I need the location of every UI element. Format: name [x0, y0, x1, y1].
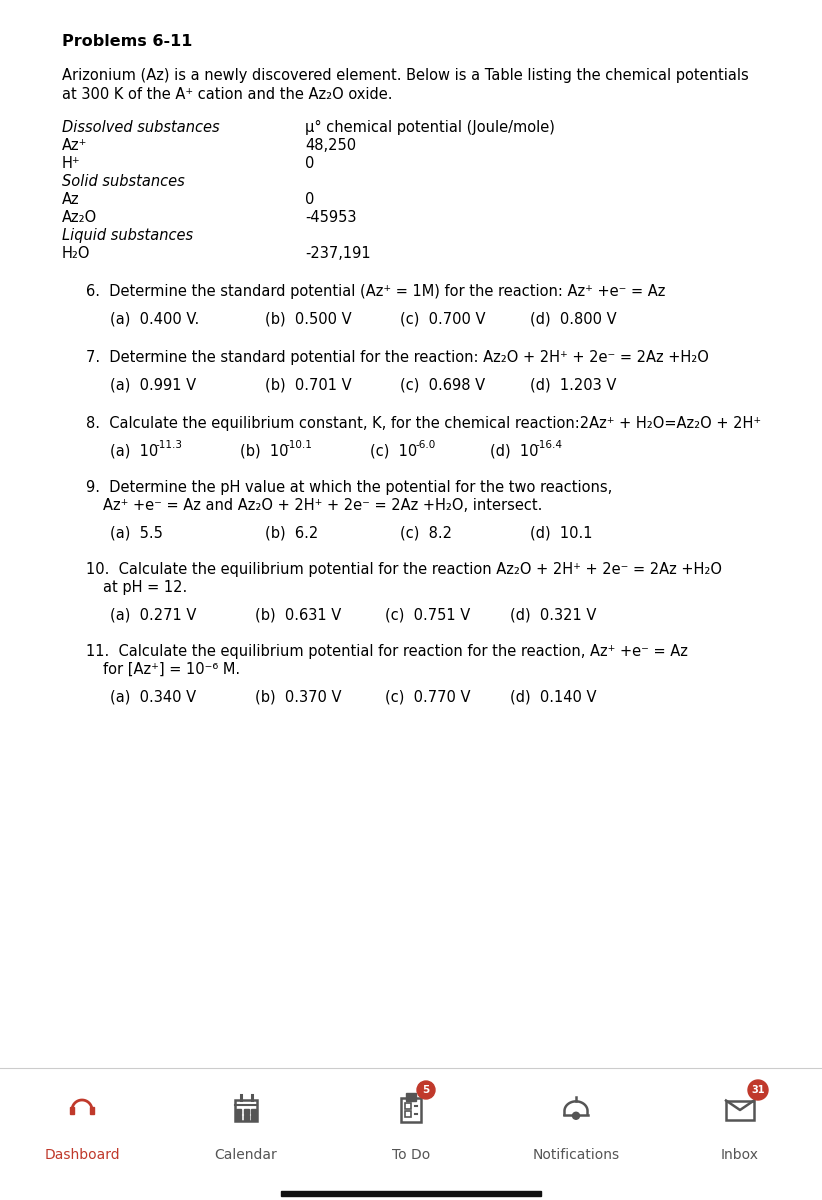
Text: Dashboard: Dashboard [44, 1148, 120, 1162]
Text: -10.1: -10.1 [285, 440, 312, 450]
Bar [726, 1100, 754, 1120]
Text: (a)  5.5: (a) 5.5 [110, 526, 163, 541]
Text: -11.3: -11.3 [155, 440, 182, 450]
Text: (d)  1.203 V: (d) 1.203 V [530, 378, 616, 392]
Bar [236, 1115, 241, 1120]
Bar [243, 1109, 248, 1114]
Text: at 300 K of the A⁺ cation and the Az₂O oxide.: at 300 K of the A⁺ cation and the Az₂O o… [62, 86, 392, 102]
Bar [243, 1115, 248, 1120]
Text: Liquid substances: Liquid substances [62, 228, 193, 242]
Text: (c)  0.700 V: (c) 0.700 V [400, 312, 486, 326]
Text: (b)  6.2: (b) 6.2 [265, 526, 318, 541]
Text: (d)  0.800 V: (d) 0.800 V [530, 312, 616, 326]
Text: (c)  10: (c) 10 [370, 444, 418, 458]
Bar [406, 1093, 416, 1102]
Bar [251, 1109, 256, 1114]
Text: Solid substances: Solid substances [62, 174, 185, 188]
Circle shape [572, 1112, 580, 1120]
Text: (d)  10: (d) 10 [490, 444, 538, 458]
Text: for [Az⁺] = 10⁻⁶ M.: for [Az⁺] = 10⁻⁶ M. [103, 662, 240, 677]
Text: 48,250: 48,250 [305, 138, 356, 152]
Text: (a)  10: (a) 10 [110, 444, 159, 458]
Circle shape [417, 1081, 435, 1099]
Text: Inbox: Inbox [721, 1148, 759, 1162]
Text: Calendar: Calendar [215, 1148, 277, 1162]
Text: 10.  Calculate the equilibrium potential for the reaction Az₂O + 2H⁺ + 2e⁻ = 2Az: 10. Calculate the equilibrium potential … [86, 562, 722, 577]
Text: -6.0: -6.0 [416, 440, 436, 450]
Text: (b)  0.370 V: (b) 0.370 V [255, 690, 341, 704]
Text: Notifications: Notifications [533, 1148, 620, 1162]
Text: 0: 0 [305, 156, 314, 170]
Bar [236, 1109, 241, 1114]
Text: 7.  Determine the standard potential for the reaction: Az₂O + 2H⁺ + 2e⁻ = 2Az +H: 7. Determine the standard potential for … [86, 350, 709, 365]
Text: (d)  0.140 V: (d) 0.140 V [510, 690, 597, 704]
Bar [405, 1111, 411, 1116]
Text: 11.  Calculate the equilibrium potential for reaction for the reaction, Az⁺ +e⁻ : 11. Calculate the equilibrium potential … [86, 644, 688, 659]
Text: (a)  0.400 V.: (a) 0.400 V. [110, 312, 199, 326]
Text: (d)  0.321 V: (d) 0.321 V [510, 608, 597, 623]
Text: (b)  0.500 V: (b) 0.500 V [265, 312, 352, 326]
Text: Az: Az [62, 192, 80, 206]
Text: 8.  Calculate the equilibrium constant, K, for the chemical reaction:2Az⁺ + H₂O=: 8. Calculate the equilibrium constant, K… [86, 416, 761, 431]
Text: 6.  Determine the standard potential (Az⁺ = 1M) for the reaction: Az⁺ +e⁻ = Az: 6. Determine the standard potential (Az⁺… [86, 284, 665, 299]
Text: Problems 6-11: Problems 6-11 [62, 34, 192, 49]
Bar [235, 1099, 257, 1121]
Text: (a)  0.991 V: (a) 0.991 V [110, 378, 196, 392]
Text: (c)  0.751 V: (c) 0.751 V [385, 608, 470, 623]
Text: (c)  0.770 V: (c) 0.770 V [385, 690, 470, 704]
Bar [281, 1190, 541, 1196]
Text: To Do: To Do [392, 1148, 430, 1162]
Text: (a)  0.340 V: (a) 0.340 V [110, 690, 196, 704]
Text: Az⁺ +e⁻ = Az and Az₂O + 2H⁺ + 2e⁻ = 2Az +H₂O, intersect.: Az⁺ +e⁻ = Az and Az₂O + 2H⁺ + 2e⁻ = 2Az … [103, 498, 543, 514]
Text: (b)  0.631 V: (b) 0.631 V [255, 608, 341, 623]
Text: Dissolved substances: Dissolved substances [62, 120, 219, 134]
Text: -45953: -45953 [305, 210, 357, 226]
Text: (b)  10: (b) 10 [240, 444, 289, 458]
Text: 0: 0 [305, 192, 314, 206]
Text: (a)  0.271 V: (a) 0.271 V [110, 608, 196, 623]
Bar [70, 1106, 74, 1114]
Bar [90, 1106, 95, 1114]
Text: H⁺: H⁺ [62, 156, 81, 170]
Bar [405, 1104, 411, 1109]
Text: 31: 31 [751, 1085, 764, 1094]
Text: -16.4: -16.4 [536, 440, 562, 450]
Text: μ° chemical potential (Joule/mole): μ° chemical potential (Joule/mole) [305, 120, 555, 136]
Text: (c)  8.2: (c) 8.2 [400, 526, 452, 541]
Text: (d)  10.1: (d) 10.1 [530, 526, 593, 541]
Text: H₂O: H₂O [62, 246, 90, 260]
Text: 5: 5 [423, 1085, 430, 1094]
Text: 9.  Determine the pH value at which the potential for the two reactions,: 9. Determine the pH value at which the p… [86, 480, 612, 494]
Text: (c)  0.698 V: (c) 0.698 V [400, 378, 485, 392]
Bar [401, 1098, 421, 1122]
Circle shape [748, 1080, 768, 1100]
Text: -237,191: -237,191 [305, 246, 371, 260]
Text: at pH = 12.: at pH = 12. [103, 580, 187, 595]
Text: Az₂O: Az₂O [62, 210, 97, 226]
Bar [251, 1115, 256, 1120]
Text: Az⁺: Az⁺ [62, 138, 87, 152]
Text: Arizonium (Az) is a newly discovered element. Below is a Table listing the chemi: Arizonium (Az) is a newly discovered ele… [62, 68, 749, 83]
Text: (b)  0.701 V: (b) 0.701 V [265, 378, 352, 392]
